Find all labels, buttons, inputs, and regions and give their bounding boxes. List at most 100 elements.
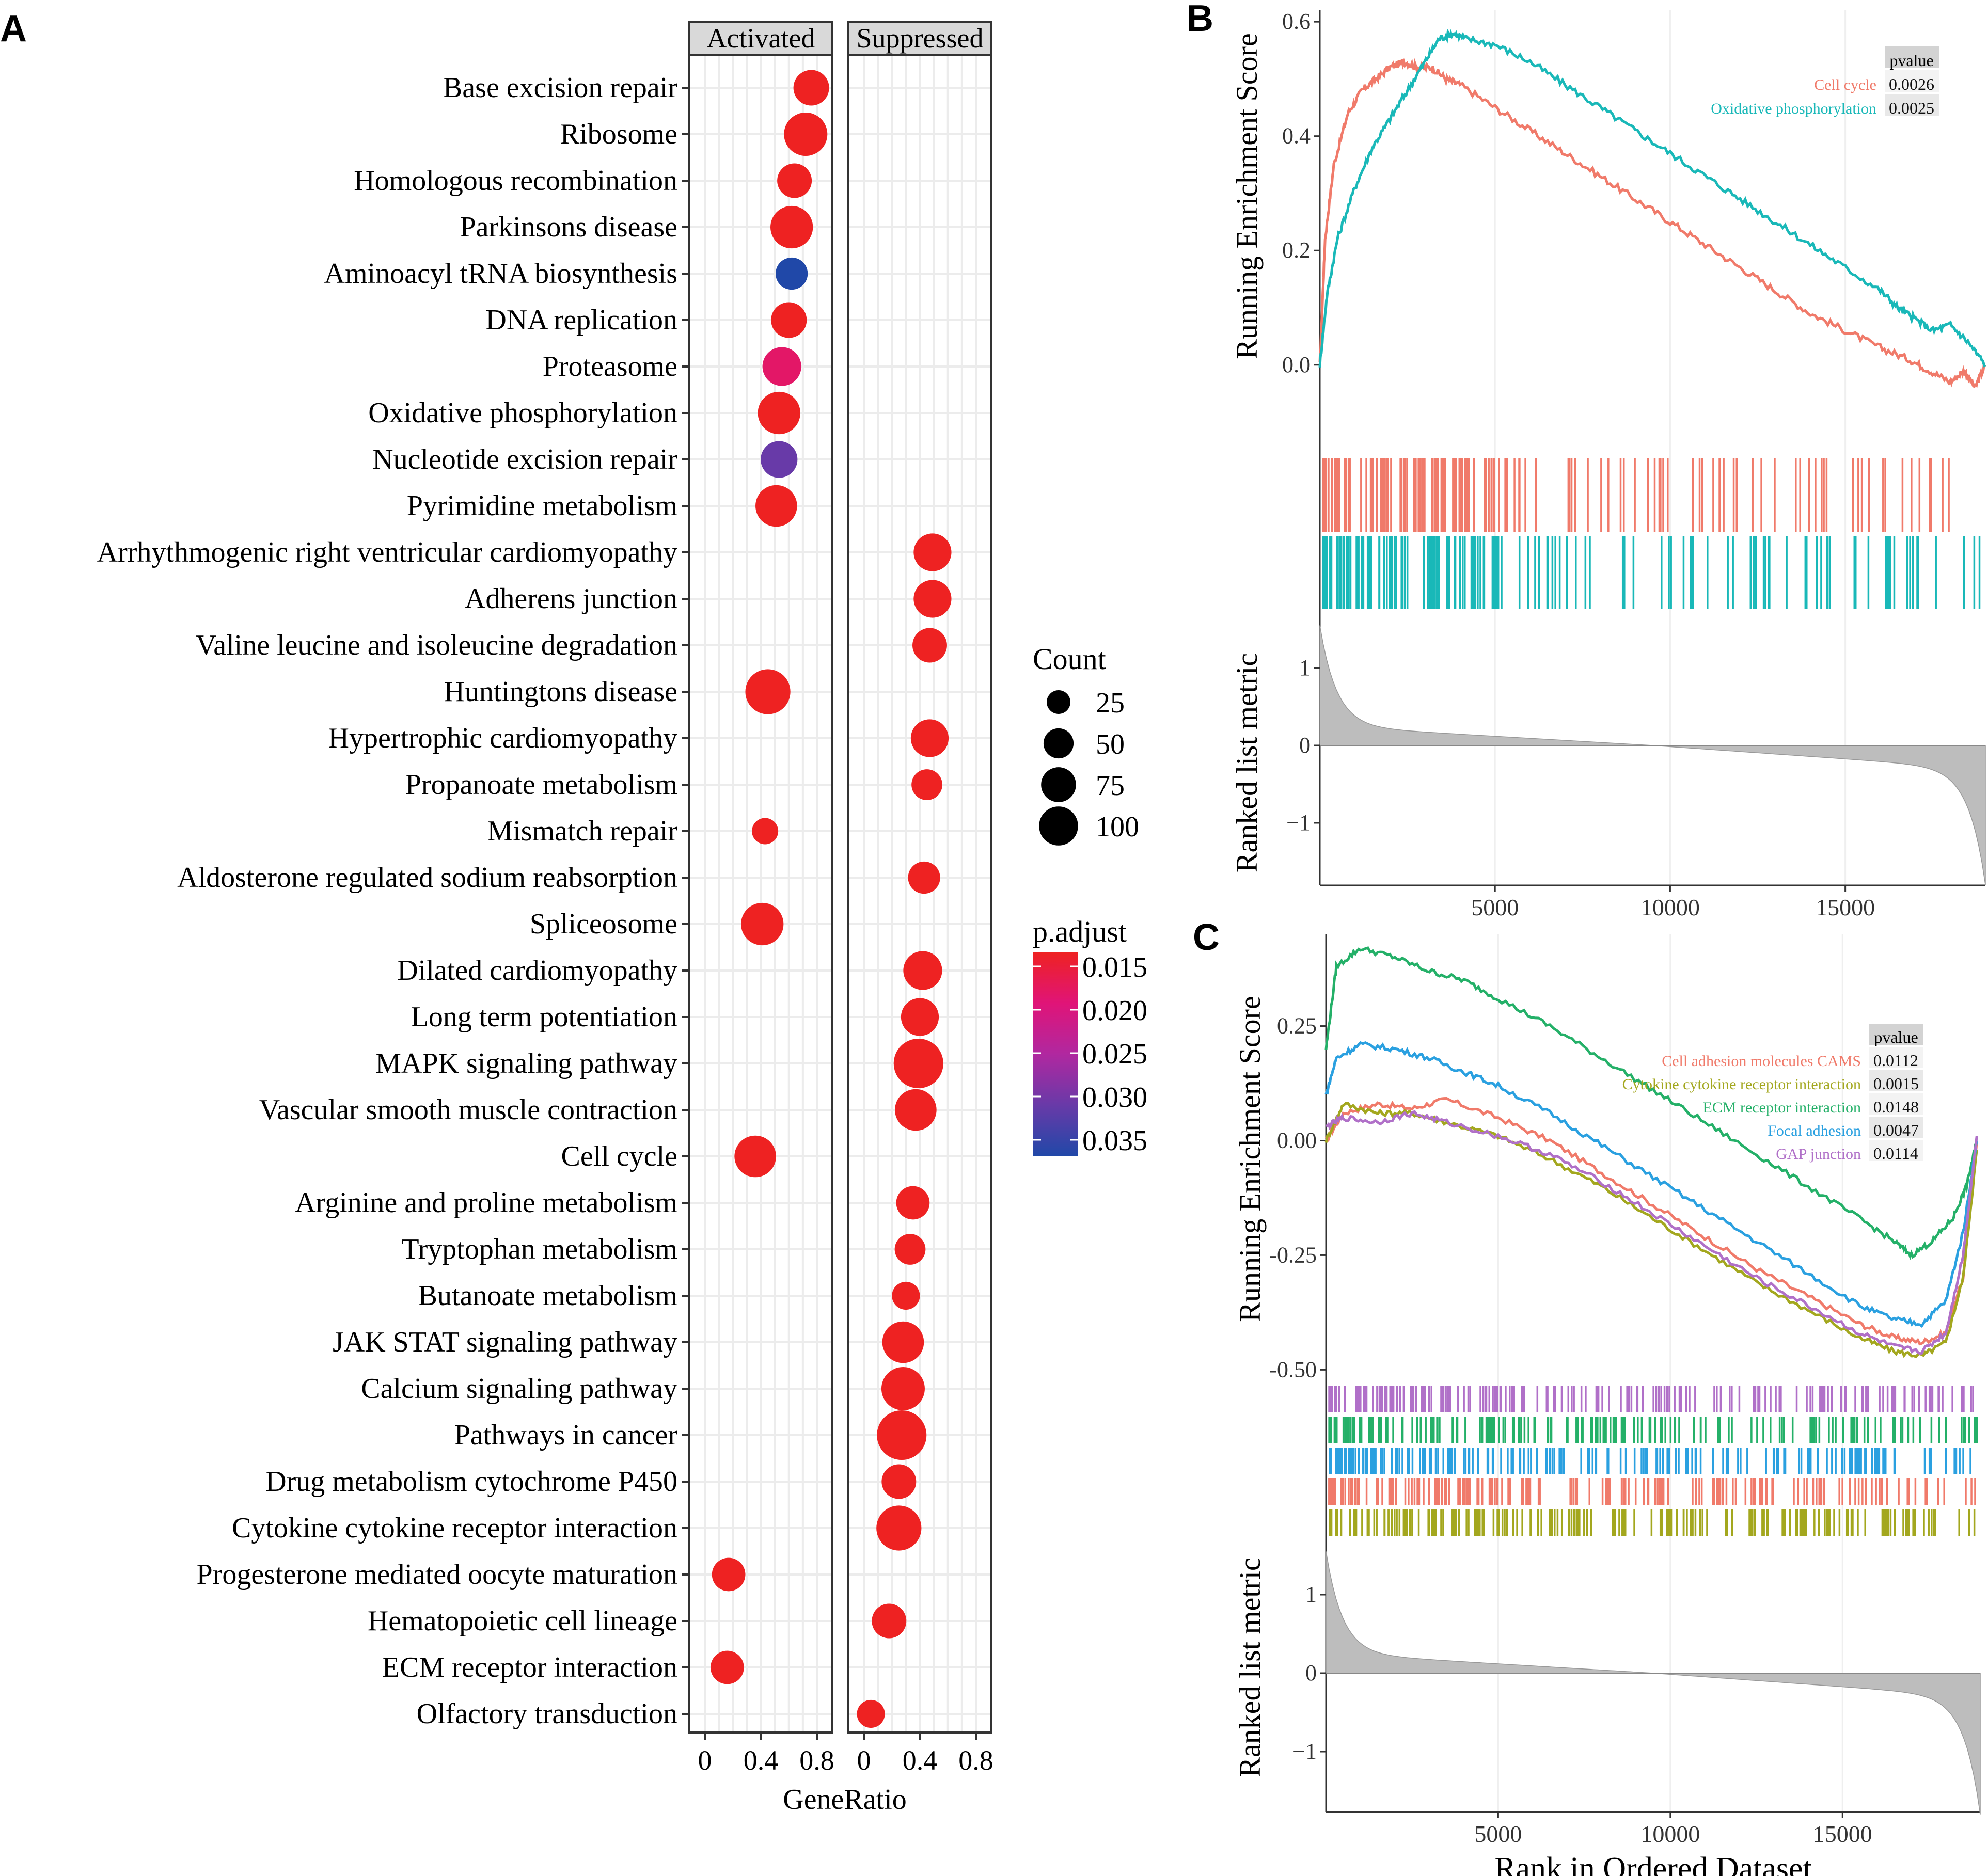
pathway-label: Propanoate metabolism bbox=[405, 769, 677, 801]
facet-strip bbox=[688, 21, 833, 56]
pathway-label: Adherens junction bbox=[465, 583, 677, 615]
pathway-dot bbox=[712, 1557, 746, 1592]
legend-count-title: Count bbox=[1033, 642, 1106, 676]
pathway-dot bbox=[896, 1186, 930, 1220]
hit-bar-group bbox=[1322, 458, 1950, 532]
legend-series-name: GAP junction bbox=[1776, 1146, 1861, 1163]
metric-axis-title: Ranked list metric bbox=[1230, 653, 1264, 872]
facet-strip-label: Activated bbox=[707, 23, 815, 54]
legend-padj-label: 0.015 bbox=[1082, 951, 1147, 983]
metric-tick-label: 1 bbox=[1299, 655, 1311, 680]
legend-series-name: Oxidative phosphorylation bbox=[1711, 100, 1876, 117]
pathway-label: Aminoacyl tRNA biosynthesis bbox=[324, 258, 677, 290]
pathway-dot bbox=[776, 257, 808, 290]
pathway-label: Parkinsons disease bbox=[460, 211, 677, 243]
legend-series-name: ECM receptor interaction bbox=[1702, 1099, 1861, 1116]
es-curve bbox=[1324, 1102, 1978, 1359]
legend-padj-label: 0.035 bbox=[1082, 1125, 1147, 1157]
y-tick-label: 0.0 bbox=[1282, 352, 1311, 377]
pathway-label: MAPK signaling pathway bbox=[375, 1047, 677, 1079]
es-curve bbox=[1324, 946, 1978, 1261]
x-tick-label: 0.8 bbox=[799, 1745, 834, 1776]
panel-label-b: B bbox=[1187, 0, 1213, 39]
pvalue-cell-bg bbox=[1885, 70, 1939, 92]
es-curve bbox=[1325, 1110, 1978, 1355]
x-tick-label: 5000 bbox=[1471, 894, 1519, 920]
pathway-label: Valine leucine and isoleucine degradatio… bbox=[196, 629, 677, 661]
ranked-metric-area bbox=[1326, 1551, 1981, 1815]
x-tick-label: 10000 bbox=[1640, 894, 1700, 920]
pathway-dot bbox=[877, 1410, 927, 1460]
pathway-dot bbox=[734, 1135, 776, 1178]
hit-bar-group bbox=[1328, 1478, 1976, 1505]
metric-tick-label: −1 bbox=[1286, 810, 1311, 835]
legend-count-dot bbox=[1047, 690, 1070, 714]
pvalue-cell-bg bbox=[1869, 1093, 1923, 1115]
pathway-label: Homologous recombination bbox=[354, 165, 677, 197]
x-axis-title: Rank in Ordered Dataset bbox=[1494, 1851, 1812, 1876]
pathway-label: Long term potentiation bbox=[411, 1001, 677, 1033]
pathway-label: Dilated cardiomyopathy bbox=[397, 955, 677, 987]
y-axis-title: Running Enrichment Score bbox=[1230, 33, 1264, 359]
legend-count-dot bbox=[1043, 728, 1074, 759]
x-tick-label: 10000 bbox=[1640, 1821, 1700, 1847]
panel-a-dotplot: Activated 0 0.4 0.8 Suppressed 0 0.4 0.8 GeneRat… bbox=[97, 21, 1147, 1816]
pvalue-value: 0.0025 bbox=[1889, 99, 1934, 117]
pathway-dot bbox=[745, 669, 791, 714]
x-tick-label: 0.4 bbox=[903, 1745, 938, 1776]
y-tick-label: -0.25 bbox=[1269, 1242, 1317, 1267]
legend-padj-label: 0.025 bbox=[1082, 1038, 1147, 1070]
legend-count-dot bbox=[1041, 767, 1076, 802]
y-tick-label: 0.4 bbox=[1282, 123, 1311, 149]
pathway-dot bbox=[771, 302, 807, 338]
pathway-label: Pathways in cancer bbox=[454, 1419, 678, 1451]
pathway-dot bbox=[894, 1234, 926, 1265]
pathway-dot bbox=[893, 1038, 943, 1089]
metric-tick-label: 1 bbox=[1305, 1582, 1317, 1607]
pathway-label: Olfactory transduction bbox=[417, 1698, 677, 1730]
pathway-dot bbox=[882, 1321, 924, 1363]
metric-tick-label: −1 bbox=[1292, 1739, 1317, 1764]
pathway-dot bbox=[857, 1699, 885, 1728]
legend-padj-label: 0.020 bbox=[1082, 995, 1147, 1027]
hit-bar-group bbox=[1328, 1386, 1974, 1412]
pathway-label: Nucleotide excision repair bbox=[372, 443, 677, 475]
legend-padj-title: p.adjust bbox=[1033, 915, 1127, 948]
x-tick-label: 15000 bbox=[1816, 894, 1875, 920]
x-axis-title: GeneRatio bbox=[783, 1784, 906, 1816]
pathway-label: Pyrimidine metabolism bbox=[407, 490, 677, 522]
pathway-dot bbox=[755, 485, 797, 527]
metric-tick-label: 0 bbox=[1299, 733, 1311, 758]
pathway-dot bbox=[752, 818, 779, 845]
facet-strip-label: Suppressed bbox=[857, 23, 984, 54]
pathway-label: Spliceosome bbox=[530, 908, 677, 940]
pathway-dot bbox=[784, 113, 828, 156]
y-tick-label: 0.2 bbox=[1282, 237, 1311, 263]
hit-bar-group bbox=[1328, 1448, 1971, 1474]
pathway-label: Arginine and proline metabolism bbox=[295, 1187, 677, 1219]
pathway-label: Aldosterone regulated sodium reabsorptio… bbox=[177, 862, 677, 894]
pathway-dot bbox=[911, 769, 942, 800]
y-tick-label: 0.6 bbox=[1282, 9, 1311, 34]
pathway-dot bbox=[758, 391, 800, 435]
pathway-label: Oxidative phosphorylation bbox=[368, 397, 677, 429]
pvalue-cell-bg bbox=[1869, 1047, 1923, 1068]
pathway-dot bbox=[912, 628, 947, 663]
metric-axis-title: Ranked list metric bbox=[1233, 1557, 1267, 1777]
x-tick-label: 15000 bbox=[1813, 1821, 1872, 1847]
pathway-label: Progesterone mediated oocyte maturation bbox=[197, 1559, 677, 1591]
y-axis-title: Running Enrichment Score bbox=[1233, 996, 1267, 1322]
pathway-label: Calcium signaling pathway bbox=[361, 1373, 677, 1405]
pathway-label: Tryptophan metabolism bbox=[401, 1233, 677, 1265]
pathway-dot bbox=[892, 1281, 920, 1310]
legend-count-label: 100 bbox=[1096, 811, 1139, 843]
x-tick-label: 0.8 bbox=[958, 1745, 993, 1776]
hit-bar-group bbox=[1329, 1509, 1976, 1536]
es-curve bbox=[1318, 28, 1986, 368]
pathway-dot bbox=[895, 1089, 937, 1131]
pvalue-value: 0.0112 bbox=[1873, 1051, 1918, 1070]
panel-label-a: A bbox=[0, 8, 27, 50]
pathway-dot bbox=[741, 902, 784, 946]
y-tick-label: -0.50 bbox=[1269, 1357, 1317, 1382]
